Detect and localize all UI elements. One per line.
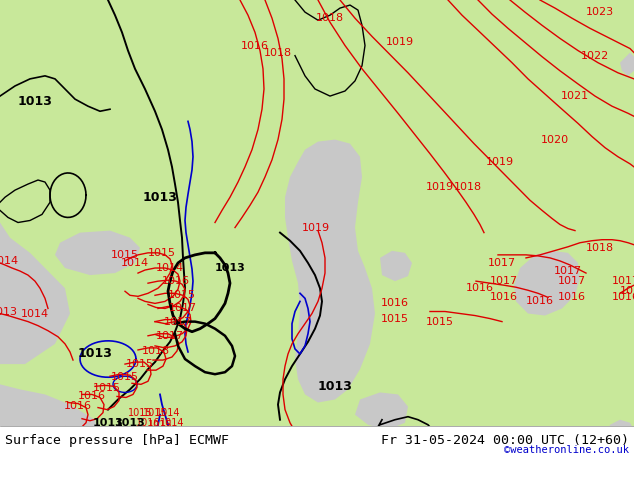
Text: 1008: 1008	[131, 445, 159, 455]
Text: 1015: 1015	[111, 250, 139, 260]
Text: 1017: 1017	[156, 331, 184, 341]
Text: 1016: 1016	[162, 276, 190, 286]
Polygon shape	[0, 384, 100, 458]
Text: 1014: 1014	[160, 418, 184, 428]
Text: 1013: 1013	[93, 418, 124, 428]
Text: 1014: 1014	[21, 309, 49, 318]
Text: 1015: 1015	[381, 314, 409, 323]
Text: 1016: 1016	[241, 41, 269, 50]
Text: 1018: 1018	[454, 182, 482, 192]
Polygon shape	[285, 140, 375, 402]
Text: 1019: 1019	[486, 157, 514, 167]
Text: 1013: 1013	[0, 307, 18, 317]
Text: 1016: 1016	[490, 293, 518, 302]
Text: 1016: 1016	[612, 293, 634, 302]
Text: 1017: 1017	[164, 317, 192, 327]
Text: 1014: 1014	[121, 258, 149, 268]
Text: 1014: 1014	[0, 256, 19, 266]
Text: 1015: 1015	[426, 317, 454, 327]
Text: 1017: 1017	[488, 258, 516, 268]
Text: 1013: 1013	[154, 430, 182, 440]
Polygon shape	[514, 251, 580, 316]
Text: 1019: 1019	[426, 182, 454, 192]
Text: 1015: 1015	[127, 408, 152, 417]
Text: 1015: 1015	[111, 372, 139, 382]
Text: 1013: 1013	[318, 380, 353, 393]
Text: ©weatheronline.co.uk: ©weatheronline.co.uk	[504, 445, 629, 455]
Text: 1013: 1013	[77, 347, 112, 361]
Text: 1013: 1013	[131, 428, 165, 441]
Text: 1016: 1016	[381, 298, 409, 308]
Text: 1013: 1013	[115, 418, 145, 428]
Polygon shape	[355, 392, 408, 430]
Text: 1019: 1019	[386, 37, 414, 48]
Text: Surface pressure [hPa] ECMWF: Surface pressure [hPa] ECMWF	[5, 435, 229, 447]
Text: 1016: 1016	[136, 418, 160, 428]
Text: 1018: 1018	[620, 286, 634, 296]
Text: 1015: 1015	[148, 248, 176, 258]
Text: 1015: 1015	[93, 383, 121, 393]
Text: 1020: 1020	[541, 135, 569, 145]
Text: 1021: 1021	[561, 91, 589, 101]
Text: 1016: 1016	[558, 293, 586, 302]
Polygon shape	[607, 420, 634, 450]
Text: 1023: 1023	[586, 7, 614, 17]
Text: 1007: 1007	[116, 442, 144, 452]
Text: 1015: 1015	[168, 290, 196, 300]
Text: 1015: 1015	[143, 408, 167, 417]
Text: 1008: 1008	[106, 430, 134, 440]
Text: 1014: 1014	[156, 408, 180, 417]
Text: 1016: 1016	[466, 283, 494, 293]
Text: 1017: 1017	[169, 303, 197, 314]
Polygon shape	[0, 202, 70, 364]
Text: 1018: 1018	[586, 243, 614, 253]
Text: 1016: 1016	[526, 296, 554, 306]
Text: 1013: 1013	[215, 263, 245, 273]
Polygon shape	[620, 52, 634, 76]
Text: 1013: 1013	[18, 95, 53, 108]
Text: 1016: 1016	[64, 400, 92, 411]
Text: 1019: 1019	[302, 222, 330, 233]
Text: 1018: 1018	[316, 13, 344, 23]
Bar	[0, 426, 634, 458]
Text: 1015: 1015	[148, 420, 172, 430]
Text: 1018: 1018	[142, 346, 170, 356]
Text: 1017: 1017	[558, 276, 586, 286]
Text: 1017: 1017	[554, 266, 582, 276]
Text: 1014: 1014	[156, 263, 184, 273]
Text: 1017: 1017	[612, 276, 634, 286]
Text: 1015: 1015	[126, 359, 154, 369]
Text: 1022: 1022	[581, 50, 609, 61]
Polygon shape	[380, 251, 412, 281]
Text: 1016: 1016	[78, 392, 106, 401]
Text: Fr 31-05-2024 00:00 UTC (12+60): Fr 31-05-2024 00:00 UTC (12+60)	[381, 435, 629, 447]
Polygon shape	[55, 231, 140, 275]
Text: 1018: 1018	[264, 48, 292, 58]
Text: 1017: 1017	[490, 276, 518, 286]
Text: 1013: 1013	[143, 191, 178, 204]
